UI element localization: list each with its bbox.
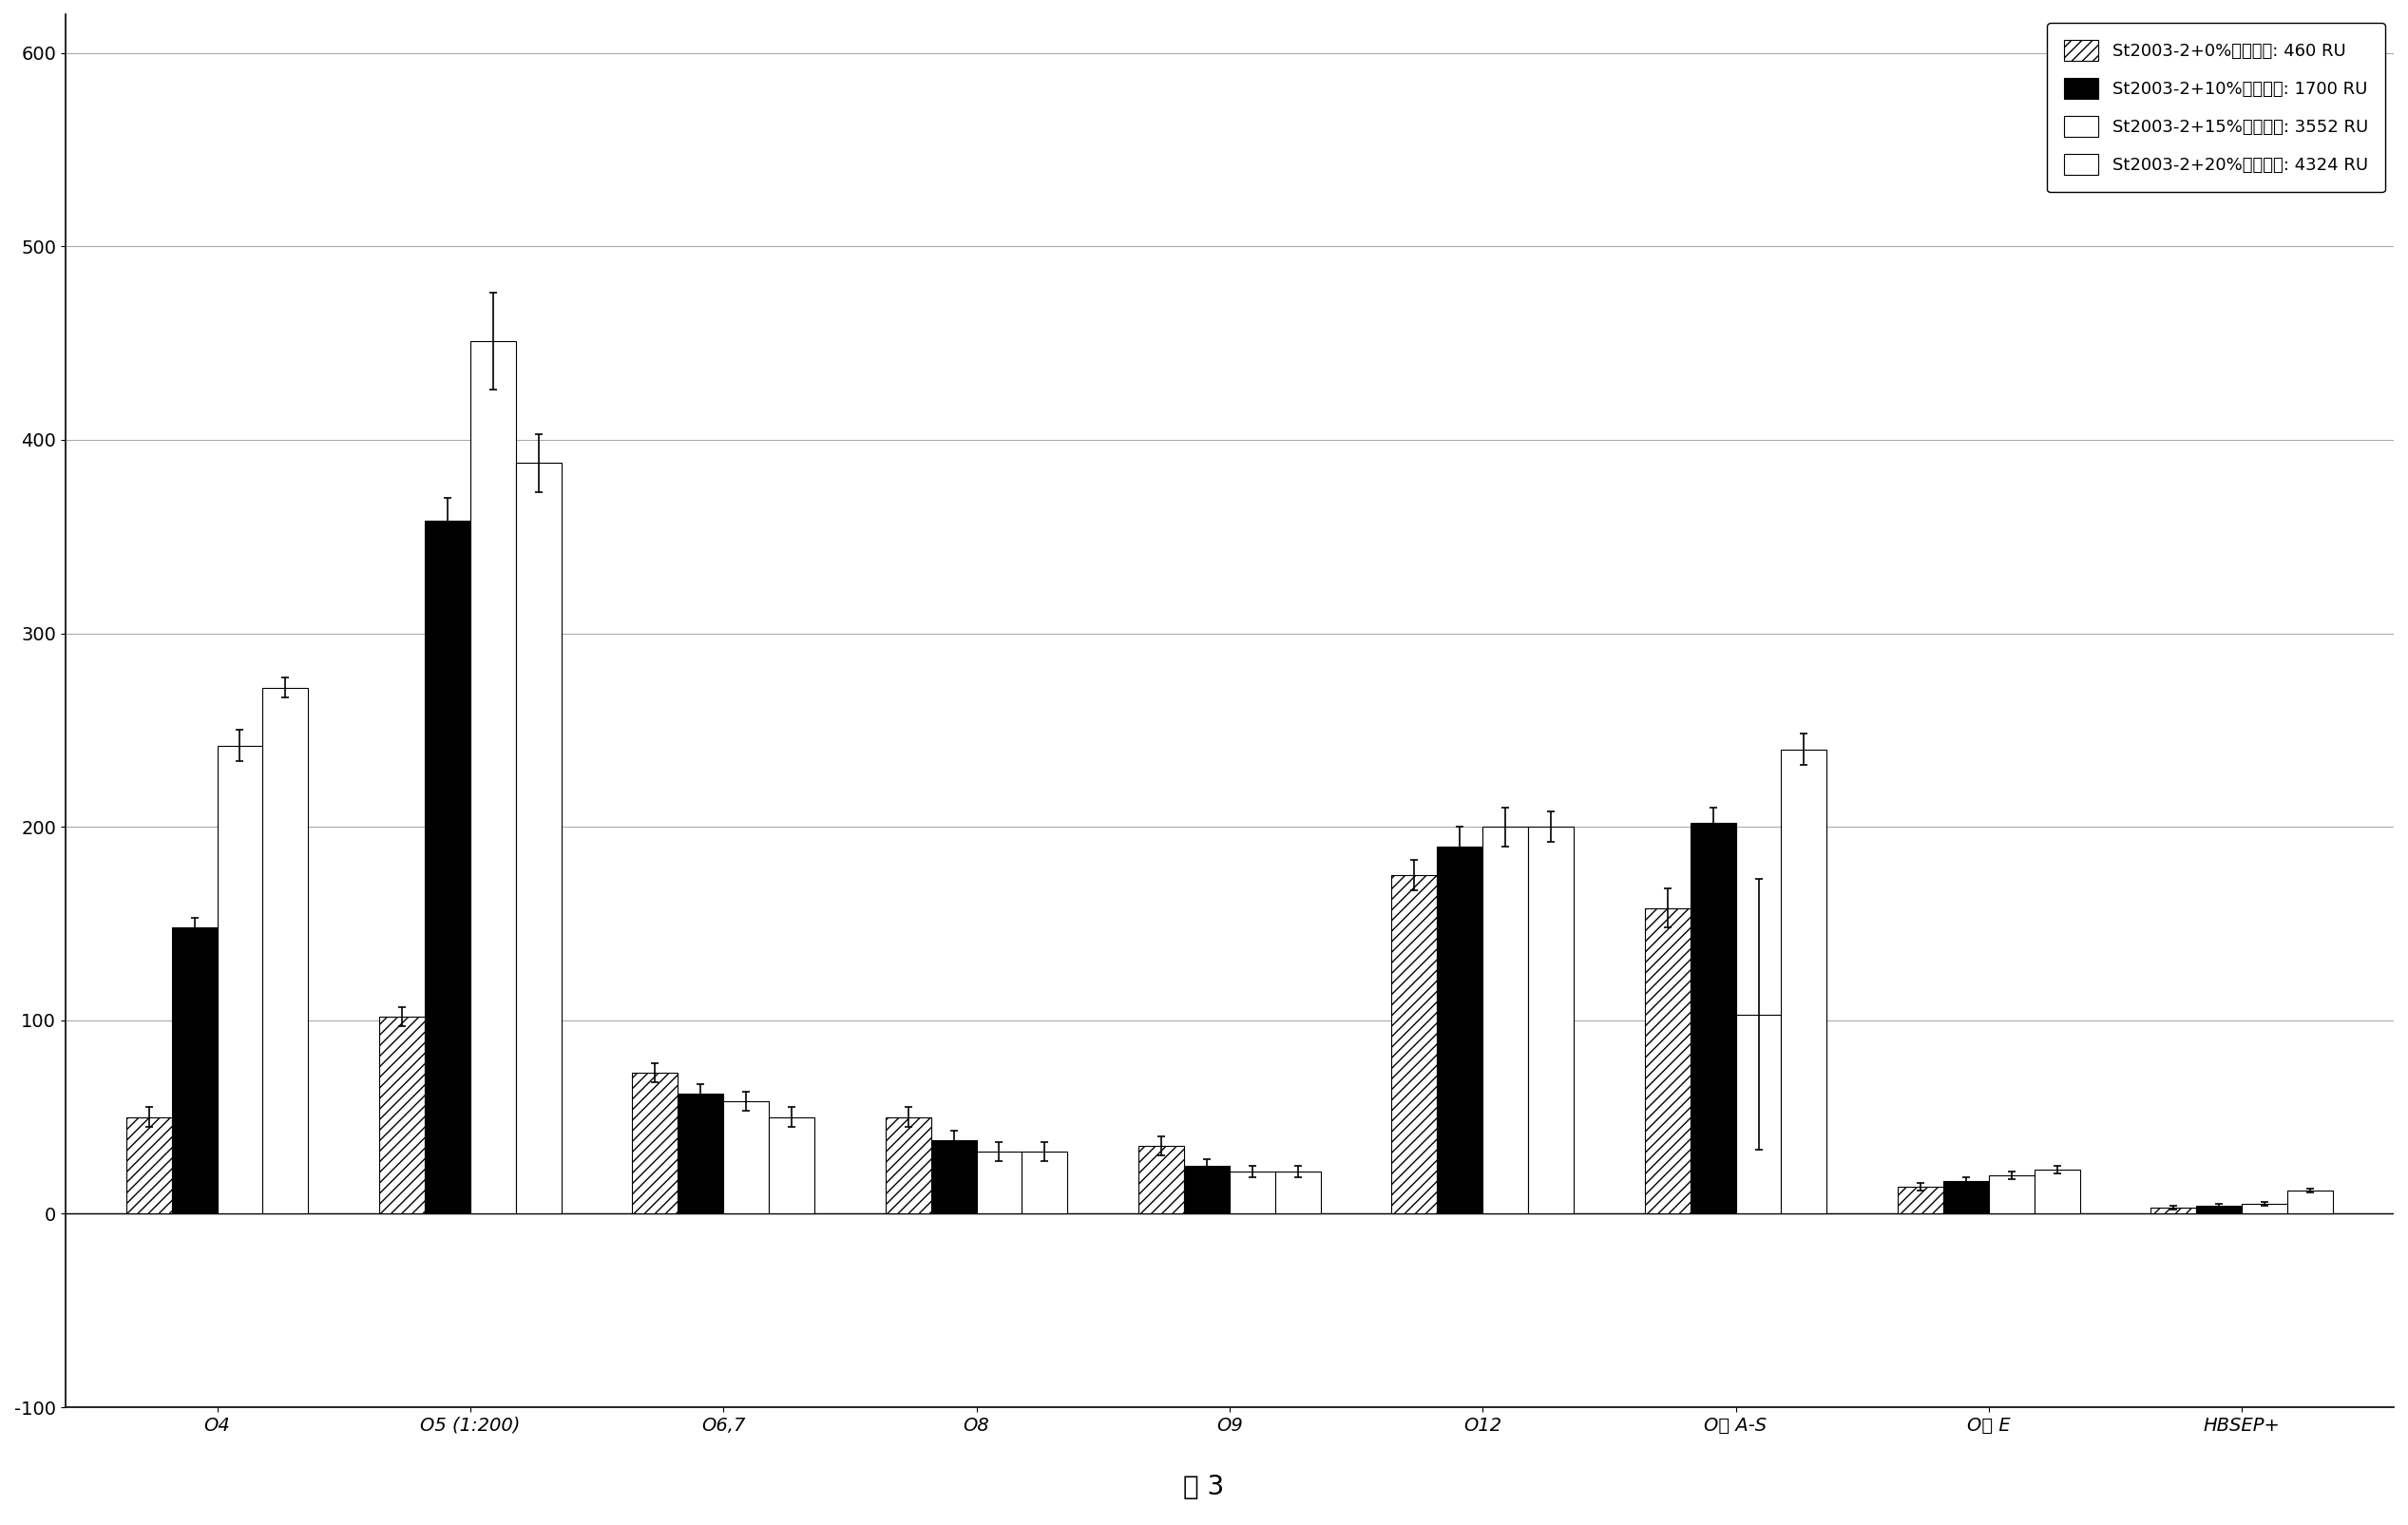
- Bar: [1276, 1171, 1320, 1214]
- Bar: [1989, 1176, 2035, 1214]
- Bar: [1021, 1151, 1067, 1214]
- Bar: [2035, 1170, 2081, 1214]
- Bar: [2150, 1208, 2196, 1214]
- Bar: [1529, 827, 1575, 1214]
- Bar: [1898, 1186, 1943, 1214]
- Bar: [1736, 1014, 1782, 1214]
- Bar: [424, 522, 470, 1214]
- Bar: [171, 927, 217, 1214]
- Bar: [1782, 749, 1828, 1214]
- Bar: [1943, 1180, 1989, 1214]
- Bar: [2196, 1206, 2242, 1214]
- Bar: [1185, 1165, 1230, 1214]
- Bar: [1690, 824, 1736, 1214]
- Bar: [125, 1116, 171, 1214]
- Bar: [722, 1101, 768, 1214]
- Bar: [677, 1093, 722, 1214]
- Legend: St2003-2+0%血红蛋白: 460 RU, St2003-2+10%血红蛋白: 1700 RU, St2003-2+15%血红蛋白: 3552 RU, S: St2003-2+0%血红蛋白: 460 RU, St2003-2+10%血红蛋…: [2047, 23, 2386, 192]
- Bar: [932, 1141, 975, 1214]
- Bar: [633, 1072, 677, 1214]
- Bar: [515, 464, 561, 1214]
- Bar: [217, 746, 262, 1214]
- Bar: [470, 342, 515, 1214]
- Bar: [768, 1116, 814, 1214]
- Bar: [262, 688, 308, 1214]
- Bar: [1139, 1145, 1185, 1214]
- Bar: [1392, 875, 1438, 1214]
- Bar: [1483, 827, 1529, 1214]
- Bar: [886, 1116, 932, 1214]
- Text: 图 3: 图 3: [1182, 1473, 1226, 1501]
- Bar: [378, 1016, 424, 1214]
- Bar: [1645, 907, 1690, 1214]
- Bar: [975, 1151, 1021, 1214]
- Bar: [2288, 1191, 2333, 1214]
- Bar: [2242, 1205, 2288, 1214]
- Bar: [1438, 846, 1483, 1214]
- Bar: [1230, 1171, 1276, 1214]
